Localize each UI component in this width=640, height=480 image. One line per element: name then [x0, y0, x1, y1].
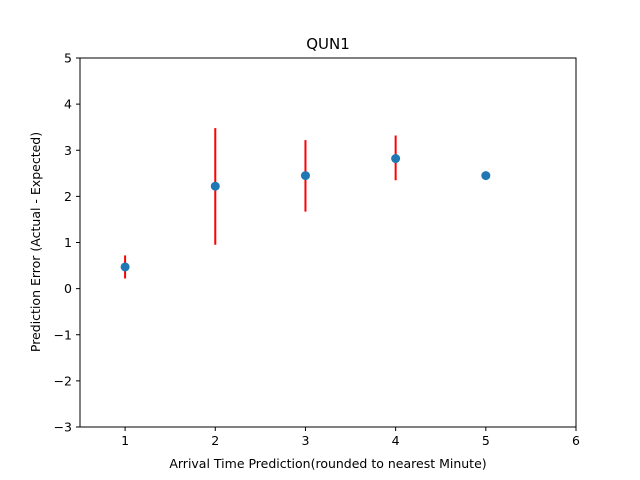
x-tick-label: 1 [121, 433, 129, 448]
y-tick-label: 4 [64, 97, 72, 112]
y-tick-label: −1 [54, 327, 72, 342]
x-tick-label: 4 [392, 433, 400, 448]
x-tick-label: 5 [482, 433, 490, 448]
marker-layer [120, 154, 491, 272]
y-axis-ticks: −3 −2 −1 0 1 2 3 4 5 [54, 51, 80, 435]
x-tick-label: 3 [301, 433, 309, 448]
y-axis-label: Prediction Error (Actual - Expected) [28, 132, 43, 352]
x-axis-ticks: 1 2 3 4 5 6 [121, 427, 580, 448]
y-tick-label: −3 [54, 420, 72, 435]
y-tick-label: −2 [54, 373, 72, 388]
y-tick-label: 0 [64, 281, 72, 296]
y-tick-label: 5 [64, 51, 72, 66]
x-axis-label: Arrival Time Prediction(rounded to neare… [169, 456, 486, 471]
data-point [120, 262, 130, 272]
y-tick-label: 3 [64, 143, 72, 158]
data-point [210, 181, 220, 191]
y-tick-label: 1 [64, 235, 72, 250]
x-tick-label: 6 [572, 433, 580, 448]
y-tick-label: 2 [64, 189, 72, 204]
data-point [391, 154, 401, 164]
data-point [481, 171, 491, 181]
data-point [300, 171, 310, 181]
chart-title: QUN1 [306, 35, 350, 53]
plot-area [120, 128, 491, 279]
x-tick-label: 2 [211, 433, 219, 448]
